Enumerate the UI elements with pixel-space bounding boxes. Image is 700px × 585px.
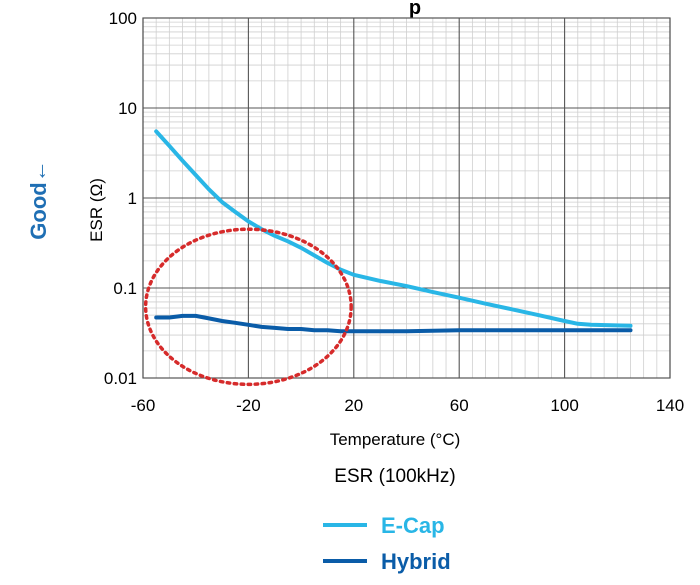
series-line-hybrid	[154, 313, 633, 334]
y-tick-label: 0.01	[104, 369, 137, 388]
legend: E-Cap Hybrid	[323, 513, 451, 574]
good-label: Good←	[26, 160, 51, 239]
y-tick-label: 1	[128, 189, 137, 208]
legend-label: E-Cap	[381, 513, 445, 538]
plot-frame	[142, 17, 671, 379]
good-arrow: ←	[26, 160, 51, 182]
chart-title-partial: p	[409, 0, 421, 19]
y-tick-labels: 0.01 0.1 1 10 100	[104, 9, 137, 388]
x-tick-label: -20	[236, 396, 261, 415]
series-lines	[154, 129, 633, 334]
highlight-ellipse	[143, 227, 353, 387]
chart-title: ESR (100kHz)	[334, 466, 455, 487]
x-axis-label: Temperature (°C)	[330, 430, 461, 449]
x-tick-labels: -60 -20 20 60 100 140	[131, 396, 684, 415]
series-line-e-cap	[154, 129, 633, 328]
legend-label: Hybrid	[381, 549, 451, 574]
x-tick-label: -60	[131, 396, 156, 415]
y-tick-label: 100	[109, 9, 137, 28]
y-axis-label: ESR (Ω)	[87, 178, 106, 242]
y-tick-label: 0.1	[113, 279, 137, 298]
x-tick-label: 140	[656, 396, 684, 415]
good-text: Good	[26, 182, 51, 239]
x-tick-label: 20	[344, 396, 363, 415]
y-tick-label: 10	[118, 99, 137, 118]
x-tick-label: 60	[450, 396, 469, 415]
x-tick-label: 100	[550, 396, 578, 415]
